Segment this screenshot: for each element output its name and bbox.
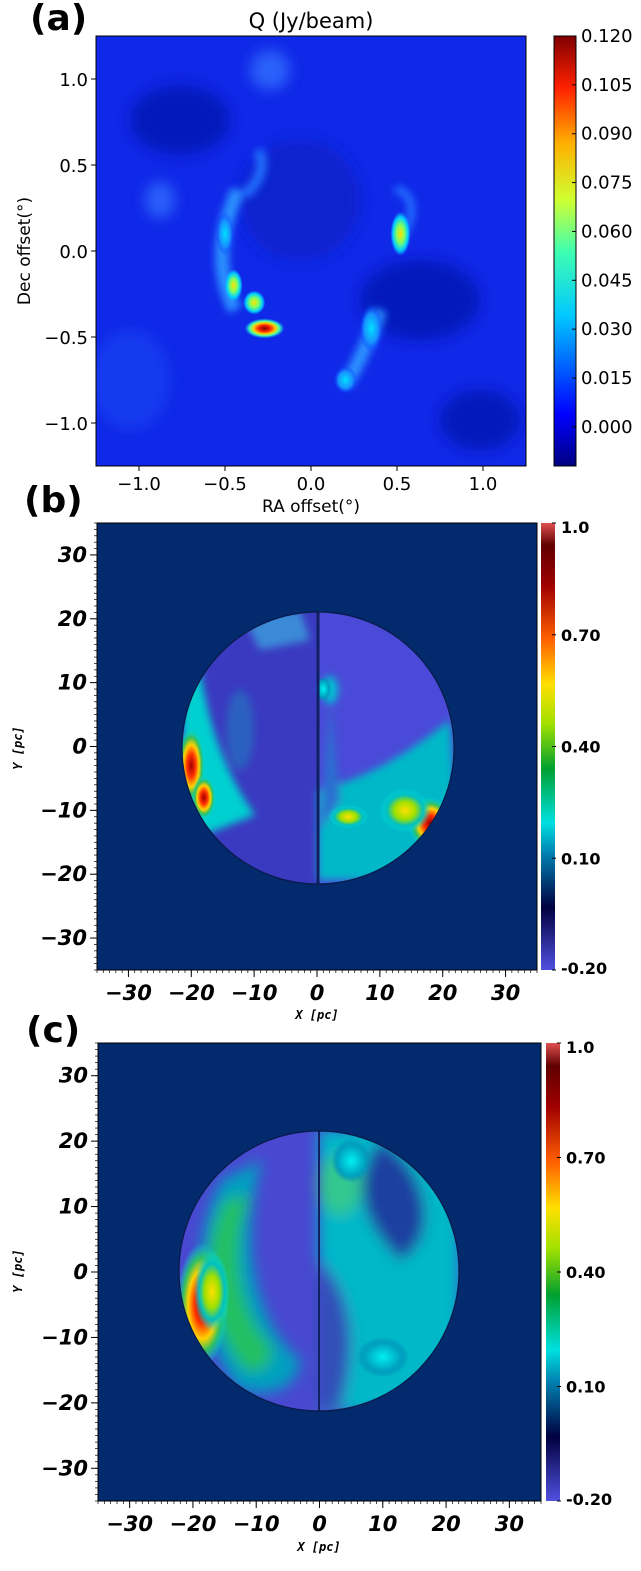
y-tick-label: 20 xyxy=(58,607,87,631)
x-tick-label: 30 xyxy=(491,981,520,1005)
panel-a-title: Q (Jy/beam) xyxy=(249,9,374,33)
y-tick-label: 0 xyxy=(73,1260,88,1284)
colorbar-tick-label: 1.0 xyxy=(566,1038,594,1057)
colorbar-tick-label: 0.10 xyxy=(566,1378,605,1397)
x-tick-label: 20 xyxy=(428,981,457,1005)
panel-c-disk-edge xyxy=(178,1130,460,1412)
panel-a-feature xyxy=(244,318,285,339)
panel-a-feature xyxy=(243,290,266,315)
x-tick-label: 20 xyxy=(431,1512,460,1536)
colorbar-tick-label: 0.030 xyxy=(581,319,633,340)
x-tick-label: −1.0 xyxy=(117,474,161,495)
y-tick-label: 30 xyxy=(58,543,87,567)
y-tick-label: 0 xyxy=(72,735,87,759)
panel-b-letter: (b) xyxy=(24,480,83,521)
y-tick-label: −30 xyxy=(41,1456,88,1480)
panel-c-colorbar-ticks: 1.0 0.70 0.40 0.10 -0.20 xyxy=(557,1038,612,1509)
x-tick-label: 0.5 xyxy=(383,474,412,495)
panel-b-colorbar xyxy=(541,523,555,970)
x-tick-label: 10 xyxy=(368,1512,397,1536)
x-tick-label: 0 xyxy=(312,1512,327,1536)
colorbar-tick-label: 0.120 xyxy=(581,26,633,47)
x-tick-label: 0 xyxy=(310,981,325,1005)
x-tick-label: −30 xyxy=(105,981,152,1005)
y-tick-label: −10 xyxy=(40,798,87,822)
panel-c-feature xyxy=(193,1251,230,1332)
panel-a-xlabel: RA offset(°) xyxy=(262,497,360,517)
panel-b-xlabel: X [pc] xyxy=(294,1008,338,1022)
panel-c-ylabel: Y [pc] xyxy=(11,1249,25,1292)
colorbar-tick-label: 0.060 xyxy=(581,221,633,242)
colorbar-tick-label: -0.20 xyxy=(561,959,607,978)
y-tick-label: −1.0 xyxy=(44,414,88,435)
panel-a-heatmap xyxy=(96,36,526,466)
colorbar-tick-label: 0.70 xyxy=(561,626,600,645)
y-tick-label: 10 xyxy=(59,1195,88,1219)
panel-c-xlabel: X [pc] xyxy=(296,1540,340,1554)
panel-b: (b) −30 −20 −1 xyxy=(11,480,607,1022)
y-tick-label: −20 xyxy=(40,862,87,886)
x-tick-label: −0.5 xyxy=(203,474,247,495)
panel-a-mark-emission xyxy=(216,211,411,394)
panel-a-feature xyxy=(390,211,411,256)
panel-a-ylabel: Dec offset(°) xyxy=(15,197,35,305)
colorbar-tick-label: 0.090 xyxy=(581,124,633,145)
colorbar-tick-label: 0.70 xyxy=(566,1149,605,1168)
panel-b-ylabel: Y [pc] xyxy=(11,726,25,769)
y-tick-label: −20 xyxy=(41,1391,88,1415)
panel-a-colorbar xyxy=(553,35,577,467)
y-tick-label: −0.5 xyxy=(44,328,88,349)
panel-c-colorbar xyxy=(546,1043,560,1501)
panel-b-heatmap xyxy=(182,612,454,884)
panel-a-colorbar-ticks: 0.120 0.105 0.090 0.075 0.060 0.045 0.030 0.015… xyxy=(572,26,633,438)
colorbar-tick-label: 0.10 xyxy=(561,849,600,868)
y-tick-label: −30 xyxy=(40,926,87,950)
x-tick-label: −20 xyxy=(168,981,215,1005)
y-tick-label: 10 xyxy=(58,671,87,695)
colorbar-tick-label: 0.075 xyxy=(581,173,633,194)
colorbar-tick-label: 0.045 xyxy=(581,270,633,291)
panel-c-axes: −30 −20 −10 0 10 20 30 30 20 10 0 −10 −20 −30 xyxy=(41,1042,542,1536)
panel-a-feature xyxy=(224,269,243,302)
colorbar-tick-label: 0.000 xyxy=(581,417,633,438)
y-tick-label: −10 xyxy=(41,1325,88,1349)
x-tick-label: −10 xyxy=(233,1512,280,1536)
colorbar-tick-label: -0.20 xyxy=(566,1490,612,1509)
colorbar-tick-label: 0.105 xyxy=(581,75,633,96)
colorbar-tick-label: 0.40 xyxy=(561,738,600,757)
panel-a-feature xyxy=(216,211,234,256)
y-tick-label: 20 xyxy=(59,1129,88,1153)
panel-a-feature xyxy=(333,366,358,394)
panel-c-letter: (c) xyxy=(26,1010,80,1051)
panel-b-feature xyxy=(328,804,369,829)
panel-a-feature xyxy=(359,304,384,353)
panel-b-feature xyxy=(379,788,431,833)
colorbar-tick-label: 0.40 xyxy=(566,1263,605,1282)
y-tick-label: 0.0 xyxy=(59,242,88,263)
x-tick-label: 10 xyxy=(365,981,394,1005)
colorbar-tick-label: 1.0 xyxy=(561,518,589,537)
panel-b-axes: −30 −20 −10 0 10 20 30 30 20 10 0 −10 −20 −30 xyxy=(40,522,538,1005)
y-tick-label: 1.0 xyxy=(59,70,88,91)
x-tick-label: −20 xyxy=(170,1512,217,1536)
panel-a-axes: −1.0 −0.5 0.0 0.5 1.0 1.0 0.5 0.0 −0.5 −1.0 xyxy=(44,70,497,495)
panel-c: (c) −30 −20 −10 0 10 20 30 30 20 10 0 −10 −20 −30 xyxy=(11,1010,612,1554)
x-tick-label: 30 xyxy=(495,1512,524,1536)
x-tick-label: 0.0 xyxy=(297,474,326,495)
panel-c-feature xyxy=(331,1138,372,1183)
x-tick-label: −10 xyxy=(231,981,278,1005)
panel-b-feature xyxy=(191,775,216,820)
x-tick-label: −30 xyxy=(106,1512,153,1536)
panel-b-disk-edge xyxy=(181,611,455,885)
panel-c-feature xyxy=(356,1337,409,1378)
x-tick-label: 1.0 xyxy=(469,474,498,495)
panel-b-colorbar-ticks: 1.0 0.70 0.40 0.10 -0.20 xyxy=(552,518,607,978)
y-tick-label: 30 xyxy=(59,1064,88,1088)
colorbar-tick-label: 0.015 xyxy=(581,368,633,389)
y-tick-label: 0.5 xyxy=(59,156,88,177)
panel-a-letter: (a) xyxy=(30,0,87,39)
panel-a: (a) Q (Jy/beam) xyxy=(15,0,633,517)
